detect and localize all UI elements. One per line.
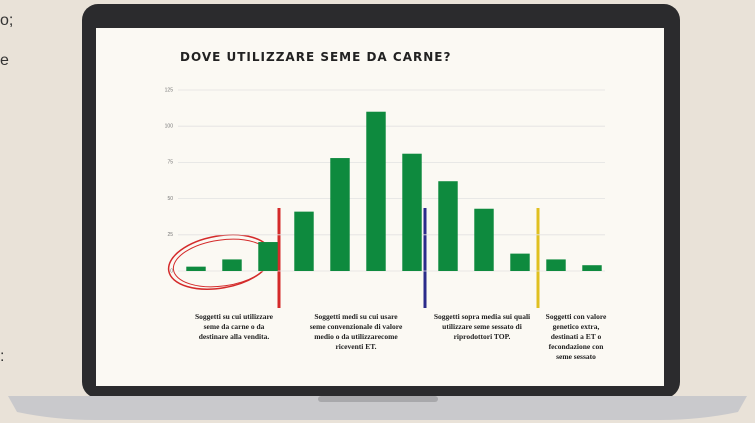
side-text: o; (0, 12, 14, 29)
y-tick-label: 125 (165, 87, 174, 93)
y-tick-label: 0 (170, 268, 173, 274)
bar (222, 259, 242, 271)
y-tick-label: 25 (167, 232, 173, 238)
chart-title: DOVE UTILIZZARE SEME DA CARNE? (180, 50, 452, 64)
bar (330, 158, 350, 271)
y-tick-label: 100 (165, 124, 174, 130)
bar (402, 153, 422, 271)
bar (546, 259, 566, 271)
bar (294, 211, 314, 271)
laptop-notch (318, 396, 438, 402)
annotation: Soggetti con valore genetico extra, dest… (545, 312, 607, 361)
side-text: : (0, 348, 5, 365)
y-tick-label: 75 (167, 160, 173, 166)
bar (474, 208, 494, 271)
bar (438, 181, 458, 271)
bar (258, 242, 278, 271)
bar (582, 265, 602, 271)
annotation: Soggetti medi su cui usare seme convenzi… (309, 312, 403, 351)
annotation: Soggetti su cui utilizzare seme da carne… (195, 312, 273, 341)
bar (510, 253, 530, 271)
laptop-base (8, 396, 747, 420)
bar (186, 266, 206, 271)
bar (366, 111, 386, 271)
y-tick-label: 50 (167, 196, 173, 202)
side-text: e (0, 52, 9, 69)
annotation: Soggetti sopra media sui quali utilizzar… (433, 312, 531, 341)
